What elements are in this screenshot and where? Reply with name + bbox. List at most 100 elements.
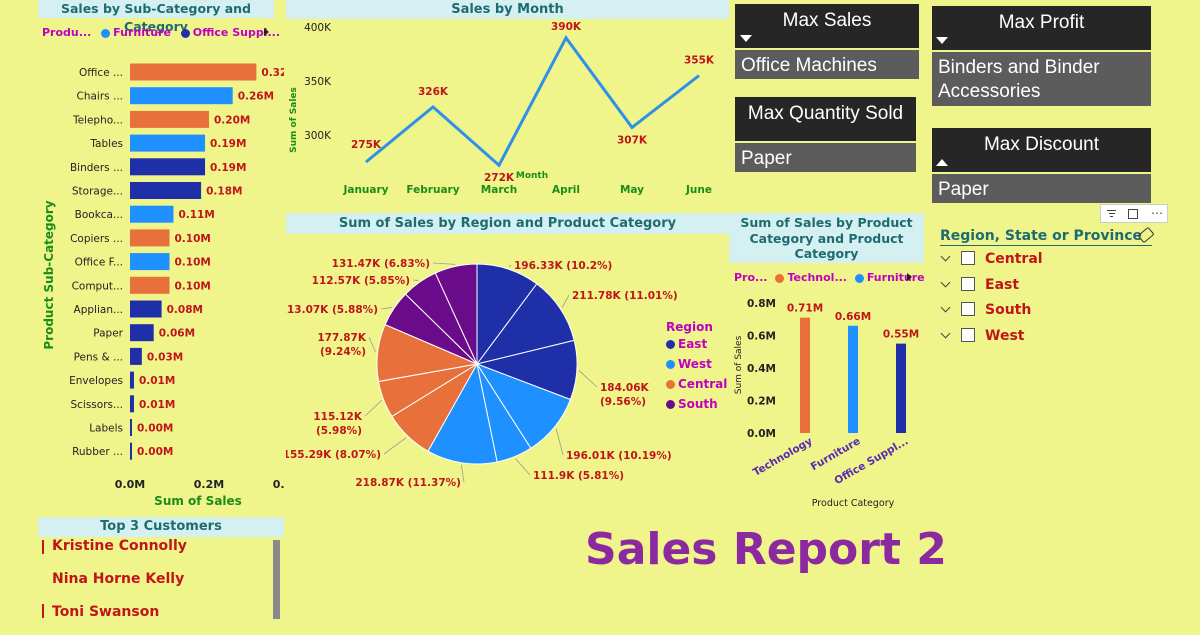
category-bar[interactable] (800, 317, 810, 433)
category-bar[interactable] (848, 325, 858, 433)
subcat-bar[interactable] (130, 182, 202, 199)
category-tick-label: Copiers ... (70, 233, 123, 245)
sort-down-icon[interactable] (936, 37, 948, 44)
chevron-down-icon[interactable] (940, 277, 951, 288)
chevron-down-icon[interactable] (940, 251, 951, 262)
slice-data-label: 112.57K (5.85%) (312, 275, 410, 287)
max-qty-value: Paper (735, 143, 916, 172)
filter-icon[interactable] (1107, 209, 1116, 218)
max-qty-card-title: Max Quantity Sold (735, 97, 916, 141)
leader-line (508, 264, 512, 268)
subcat-bar[interactable] (130, 87, 233, 105)
subcat-bar[interactable] (130, 324, 154, 342)
slicer-item-south[interactable]: South (940, 302, 1031, 318)
bar-data-label: 0.00M (137, 423, 173, 435)
bar-data-label: 0.66M (835, 311, 871, 323)
checkbox[interactable] (961, 277, 975, 291)
checkbox[interactable] (961, 302, 975, 316)
category-bar[interactable] (896, 343, 906, 433)
sort-down-icon[interactable] (740, 35, 752, 42)
customer-name: Nina Horne Kelly (52, 571, 185, 587)
slice-data-label: 177.87K (9.24%) (317, 332, 367, 358)
title-line: Category (794, 246, 859, 261)
leader-line (460, 464, 465, 483)
legend-item-furniture[interactable]: Furniture (854, 271, 925, 284)
category-tick-label: Tables (89, 138, 123, 150)
leader-line (578, 370, 598, 388)
customers-scrollbar[interactable] (273, 540, 280, 619)
legend-item-south[interactable]: South (666, 397, 727, 411)
month-tick-label: May (620, 184, 644, 196)
category-legend-title: Pro... (734, 271, 768, 284)
category-tick-label: Telepho... (72, 114, 123, 126)
sort-up-icon[interactable] (936, 159, 948, 166)
category-tick-label: Comput... (72, 280, 123, 292)
category-tick-label: Paper (93, 328, 123, 340)
subcat-bar[interactable] (130, 371, 134, 389)
region-pie-chart: 196.33K (10.2%) 211.78K (11.01%) 184.06K (9… (286, 258, 678, 489)
legend-item-east[interactable]: East (666, 337, 727, 351)
bar-data-label: 0.00M (137, 446, 173, 458)
slice-data-label: 184.06K (9.56%) (600, 382, 650, 408)
legend-item-furniture[interactable]: Furniture (101, 26, 171, 39)
legend-item-technology[interactable]: Technol... (775, 271, 847, 284)
month-line-chart: Sum of Sales Month 400K 350K 300K 275K Janu… (289, 21, 715, 196)
legend-item-office-supplies[interactable]: Office Suppl... (180, 26, 281, 39)
furniture-dot-icon (101, 28, 111, 38)
slice-data-label: 113.07K (5.88%) (286, 304, 378, 316)
chevron-down-icon[interactable] (940, 328, 951, 339)
slice-data-label: 111.9K (5.81%) (533, 470, 624, 482)
point-data-label: 307K (617, 134, 648, 146)
bar-data-label: 0.11M (178, 209, 214, 221)
slicer-item-central[interactable]: Central (940, 251, 1043, 267)
more-options-icon[interactable]: ⋯ (1151, 206, 1163, 220)
subcat-bar[interactable] (130, 229, 170, 247)
legend-item-central[interactable]: Central (666, 377, 727, 391)
legend-label: Technol... (787, 271, 847, 284)
sales-line[interactable] (365, 34, 700, 168)
south-dot-icon (666, 400, 675, 409)
legend-label: Office Suppl... (192, 26, 281, 39)
subcat-bar[interactable] (130, 63, 257, 81)
subcat-bar[interactable] (130, 158, 206, 176)
slicer-item-east[interactable]: East (940, 277, 1019, 293)
checkbox[interactable] (961, 328, 975, 342)
pie-slice[interactable] (475, 283, 575, 365)
chevron-down-icon[interactable] (940, 302, 951, 313)
subcat-bar-chart: Product Sub-Category Sum of Sales 0.0M 0.… (42, 63, 284, 508)
legend-next-icon[interactable] (907, 273, 912, 281)
subcat-bar[interactable] (130, 442, 132, 460)
subcat-bar[interactable] (130, 395, 134, 413)
month-tick-label: April (552, 184, 580, 196)
subcat-bar[interactable] (130, 110, 209, 128)
legend-label: East (678, 337, 708, 351)
month-tick-label: March (481, 184, 517, 196)
subcat-bar[interactable] (130, 205, 174, 223)
subcat-bar[interactable] (130, 134, 206, 152)
legend-item-west[interactable]: West (666, 357, 727, 371)
point-data-label: 355K (684, 55, 715, 67)
max-sales-value: Office Machines (735, 50, 919, 79)
subcat-bar[interactable] (130, 300, 162, 318)
slicer-item-west[interactable]: West (940, 328, 1024, 344)
point-data-label: 326K (418, 86, 449, 98)
month-tick-label: June (685, 184, 712, 196)
subcat-bar[interactable] (130, 347, 142, 365)
category-tick-label: Storage... (72, 186, 123, 198)
east-dot-icon (666, 340, 675, 349)
bar-data-label: 0.03M (147, 351, 183, 363)
report-title: Sales Report 2 (585, 524, 947, 575)
checkbox[interactable] (961, 251, 975, 265)
bar-data-label: 0.26M (238, 91, 274, 103)
y-tick-label: 300K (304, 130, 332, 142)
bar-data-label: 0.19M (210, 162, 246, 174)
subcat-bar[interactable] (130, 276, 170, 294)
pie-slice[interactable] (427, 362, 498, 465)
y-tick-label: 0.0M (747, 428, 776, 440)
legend-next-icon[interactable] (264, 28, 269, 36)
focus-mode-icon[interactable] (1128, 209, 1138, 219)
max-discount-title: Max Discount (983, 134, 1100, 155)
subcat-bar[interactable] (130, 253, 170, 271)
subcat-bar[interactable] (130, 419, 132, 436)
pie-slice[interactable] (434, 263, 478, 365)
